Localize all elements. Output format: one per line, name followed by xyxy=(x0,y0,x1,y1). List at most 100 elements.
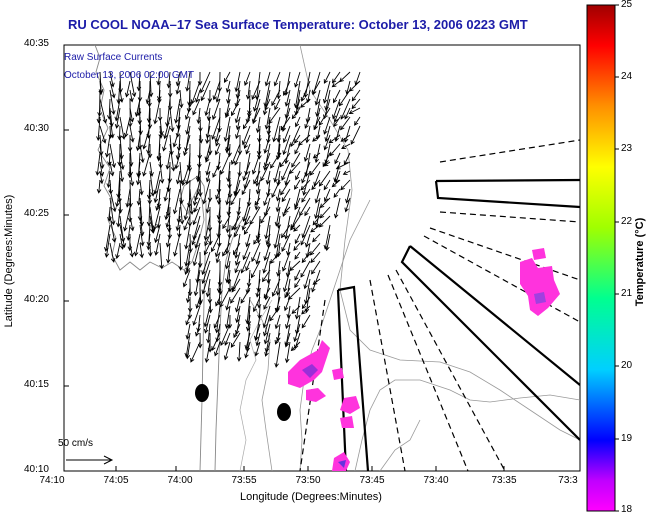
current-vector xyxy=(323,116,331,135)
current-vector xyxy=(109,215,117,243)
current-vector xyxy=(270,152,281,169)
current-vector xyxy=(260,206,271,224)
current-vector xyxy=(179,197,185,225)
current-vector xyxy=(129,215,135,232)
current-vector xyxy=(184,242,191,267)
current-vector xyxy=(328,134,341,144)
current-vector xyxy=(300,224,311,246)
current-vector xyxy=(148,242,153,257)
current-vector xyxy=(214,143,221,156)
current-vector xyxy=(163,116,171,140)
current-vector xyxy=(119,233,125,250)
current-vector xyxy=(225,260,231,284)
current-vector xyxy=(139,224,145,247)
current-vector xyxy=(184,107,191,121)
current-vector xyxy=(224,332,231,346)
current-vector xyxy=(297,134,311,146)
current-vector xyxy=(263,287,271,299)
current-vector xyxy=(183,215,191,231)
current-vector xyxy=(194,323,201,337)
current-vector xyxy=(227,314,233,329)
current-vector xyxy=(299,197,311,217)
current-vector xyxy=(235,305,241,324)
current-vector xyxy=(295,98,301,111)
current-vector xyxy=(158,125,164,139)
current-vector xyxy=(282,269,291,293)
lon-tick-label: 74:10 xyxy=(39,475,65,486)
current-vector xyxy=(191,224,201,246)
current-vector xyxy=(256,134,262,156)
current-vector xyxy=(240,251,251,274)
current-vector xyxy=(129,170,135,187)
current-vector xyxy=(351,98,361,110)
current-vector xyxy=(263,323,271,345)
current-vector xyxy=(294,179,301,190)
current-vector xyxy=(205,161,211,176)
current-vector xyxy=(242,116,251,130)
current-vector xyxy=(164,197,171,221)
current-vector xyxy=(263,242,271,262)
current-vector xyxy=(205,116,211,145)
current-vector xyxy=(185,287,191,304)
current-vector xyxy=(236,341,242,362)
current-vector xyxy=(230,188,241,206)
current-vector xyxy=(255,251,261,265)
current-vector xyxy=(117,143,122,167)
current-vector xyxy=(245,260,251,272)
current-vector xyxy=(241,179,251,196)
current-vector xyxy=(281,188,291,203)
current-vector xyxy=(193,269,201,297)
current-vector xyxy=(284,332,291,348)
colorbar-tick-label: 23 xyxy=(621,143,633,154)
current-vector xyxy=(265,170,271,185)
current-vector xyxy=(204,341,211,364)
current-vector xyxy=(153,98,161,125)
current-vector xyxy=(283,206,291,214)
current-vector xyxy=(203,305,211,328)
currents-timestamp: October 13, 2006 02:00 GMT xyxy=(64,70,195,81)
current-vector xyxy=(215,188,221,200)
current-vector xyxy=(135,134,141,152)
current-vector xyxy=(294,143,301,155)
current-vector xyxy=(323,134,331,151)
current-vector xyxy=(294,134,301,144)
current-vector xyxy=(275,197,281,213)
current-vector xyxy=(273,161,281,183)
current-vector xyxy=(323,71,331,84)
current-vector xyxy=(224,305,231,330)
current-vector xyxy=(281,224,291,239)
current-vector xyxy=(154,233,161,256)
current-vector xyxy=(314,188,321,204)
current-vector xyxy=(166,206,172,233)
current-vector xyxy=(314,143,321,164)
current-vector xyxy=(178,242,183,271)
current-vector xyxy=(281,251,291,272)
current-vector xyxy=(109,197,116,226)
map-frame xyxy=(63,44,581,472)
current-vector xyxy=(269,305,281,322)
current-vector xyxy=(234,251,241,266)
current-vector xyxy=(243,224,251,235)
current-vector xyxy=(333,197,341,219)
current-vector xyxy=(322,80,331,104)
current-vector xyxy=(227,278,233,293)
current-vector xyxy=(294,251,301,260)
current-vector xyxy=(192,305,201,326)
current-vector xyxy=(324,125,331,143)
current-vector xyxy=(265,233,271,246)
current-vector xyxy=(201,260,211,285)
current-vector xyxy=(311,269,321,293)
current-vector xyxy=(294,71,301,88)
colorbar-tick-label: 19 xyxy=(621,433,633,444)
lat-tick-label: 40:30 xyxy=(23,123,49,134)
current-vector xyxy=(282,134,291,156)
shipping-lane-south xyxy=(336,285,370,471)
current-vector xyxy=(234,107,241,124)
current-vector xyxy=(311,260,321,275)
current-vector xyxy=(285,314,291,330)
colorbar-ticks xyxy=(615,4,619,512)
current-vector xyxy=(274,206,281,227)
current-vector xyxy=(323,161,331,167)
current-vector xyxy=(178,89,184,109)
current-vector xyxy=(268,107,281,125)
